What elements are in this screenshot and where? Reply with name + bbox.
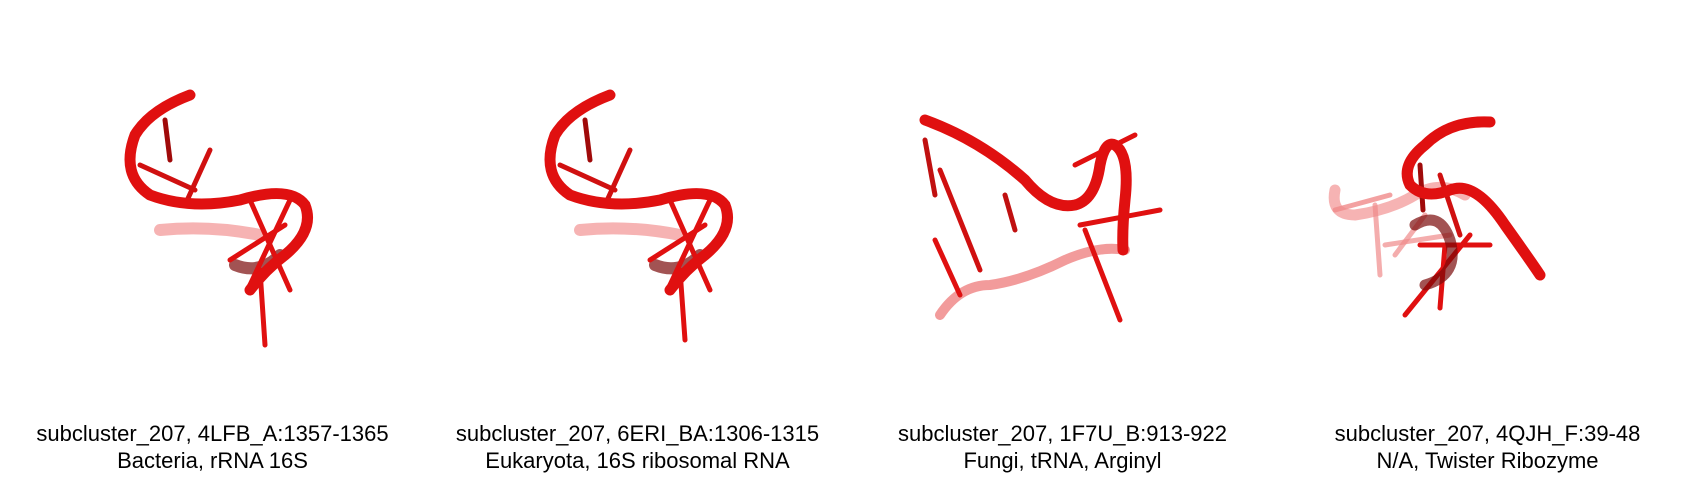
rna-structure-image-4 — [1328, 116, 1546, 318]
organism-caption: Bacteria, rRNA 16S — [117, 448, 308, 473]
structure-panel-4: subcluster_207, 4QJH_F:39-48 N/A, Twiste… — [1275, 0, 1700, 480]
structure-panel-3: subcluster_207, 1F7U_B:913-922 Fungi, tR… — [850, 0, 1275, 480]
structure-panel-2: subcluster_207, 6ERI_BA:1306-1315 Eukary… — [425, 0, 850, 480]
organism-caption: N/A, Twister Ribozyme — [1376, 448, 1599, 473]
organism-caption: Eukaryota, 16S ribosomal RNA — [485, 448, 790, 473]
organism-caption: Fungi, tRNA, Arginyl — [963, 448, 1162, 473]
structure-id-caption: subcluster_207, 6ERI_BA:1306-1315 — [455, 421, 820, 446]
structure-id-caption: subcluster_207, 4QJH_F:39-48 — [1334, 421, 1641, 446]
structure-id-caption: subcluster_207, 4LFB_A:1357-1365 — [36, 421, 389, 446]
rna-structure-image-2 — [544, 89, 733, 343]
rna-structure-image-3 — [919, 114, 1163, 323]
structure-id-caption: subcluster_207, 1F7U_B:913-922 — [898, 421, 1227, 446]
rna-structure-image-1 — [124, 89, 313, 348]
structure-panel-1: subcluster_207, 4LFB_A:1357-1365 Bacteri… — [0, 0, 425, 480]
